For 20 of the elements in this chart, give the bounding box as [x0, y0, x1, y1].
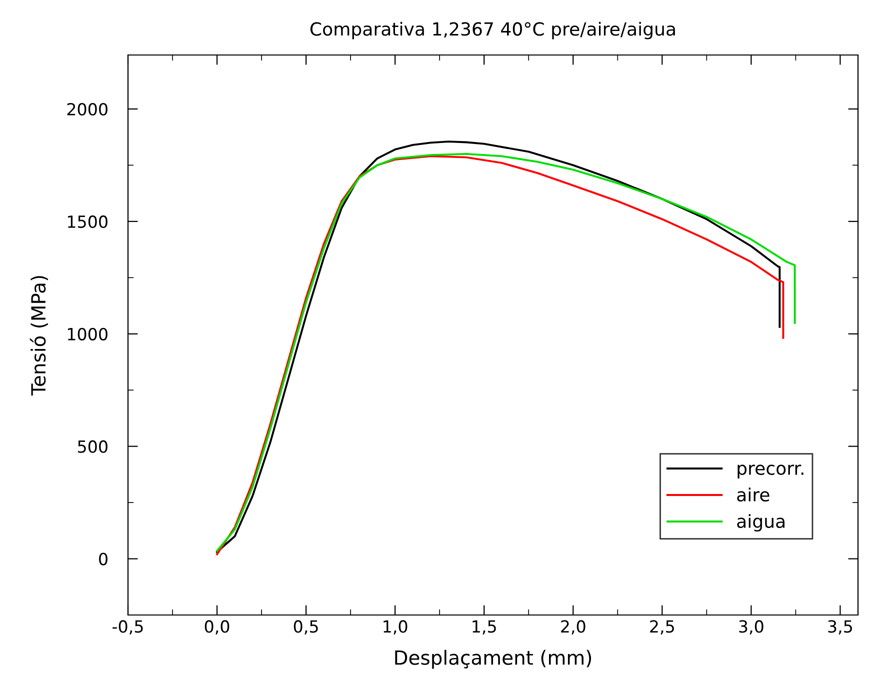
y-tick-label: 1000 [68, 328, 108, 340]
x-tick-label: 1,5 [472, 620, 496, 634]
y-axis-title: Tensió (MPa) [30, 276, 48, 396]
y-tick-label: 1500 [68, 215, 108, 228]
chart-title: Comparativa 1,2367 40°C pre/aire/aigua [310, 22, 675, 40]
x-tick-label: 3,5 [828, 620, 852, 634]
x-tick-label: 0,0 [204, 620, 230, 634]
x-tick-label: 1,0 [384, 620, 408, 634]
x-axis-title: Desplaçament (mm) [395, 650, 592, 669]
x-tick-label: 2,0 [561, 620, 586, 634]
x-tick-label: 3,0 [739, 620, 764, 634]
y-tick-label: 500 [78, 440, 108, 453]
legend-label: aire [737, 488, 770, 502]
x-tick-label: 0,5 [294, 620, 318, 634]
y-tick-label: 0 [99, 552, 108, 566]
y-tick-label: 2000 [67, 102, 108, 116]
legend-label: precorr. [738, 464, 804, 479]
x-tick-label: 2,5 [650, 620, 674, 634]
x-tick-label: -0,5 [112, 620, 143, 634]
legend-label: aigua [737, 514, 784, 532]
